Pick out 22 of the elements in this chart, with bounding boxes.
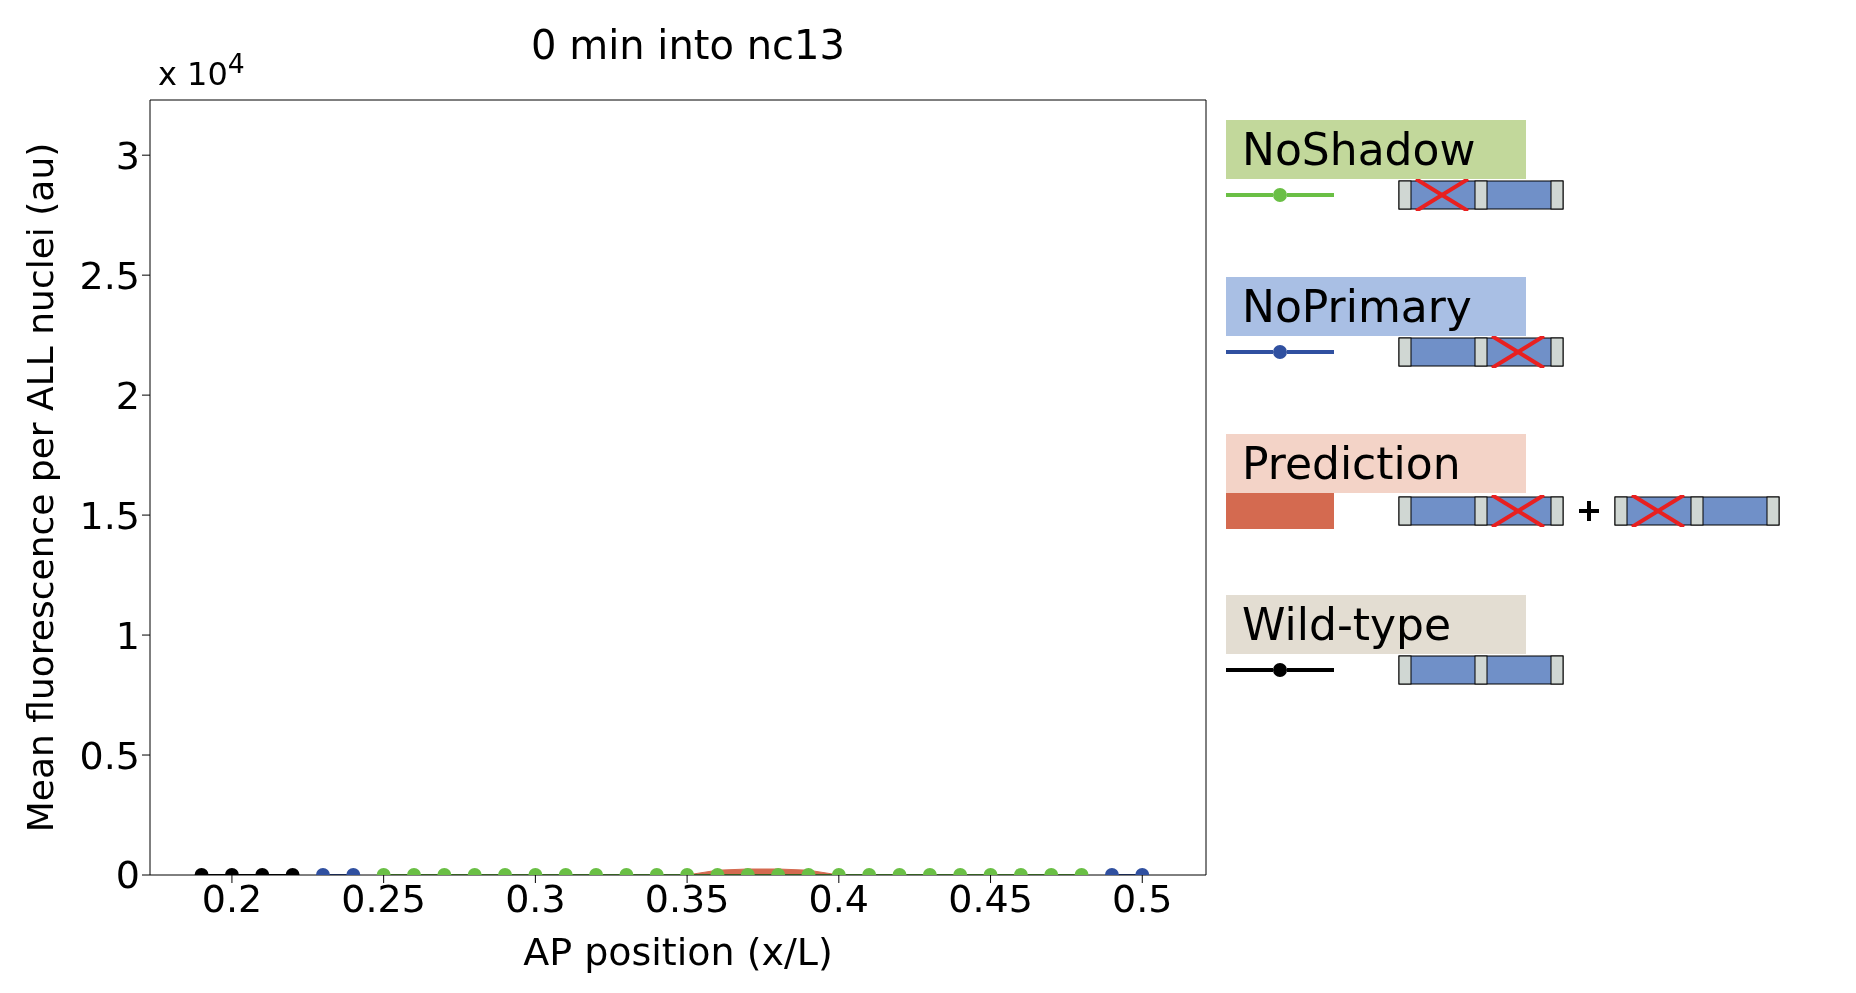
y-axis-title: Mean fluorescence per ALL nuclei (au) — [19, 142, 61, 833]
x-axis-title: AP position (x/L) — [523, 930, 833, 974]
text: NoPrimary — [1226, 277, 1526, 336]
y-tick-label: 1 — [115, 613, 140, 658]
x-tick-label: 0.25 — [341, 876, 426, 921]
y-tick-label: 3 — [115, 133, 140, 178]
y-tick-label: 2 — [115, 373, 140, 418]
x-tick-label: 0.45 — [948, 876, 1033, 921]
text: x 10$^{4}$ — [158, 48, 245, 93]
y-tick-label: 0 — [115, 853, 140, 898]
text: Wild-type — [1226, 595, 1526, 654]
x-tick-label: 0.4 — [808, 876, 870, 921]
x-tick-label: 0.5 — [1112, 876, 1173, 921]
y-tick-label: 1.5 — [79, 493, 140, 538]
x-tick-label: 0.2 — [201, 876, 263, 921]
x-tick-label: 0.3 — [505, 876, 566, 921]
text: Prediction — [1226, 434, 1526, 493]
text: NoShadow — [1226, 120, 1526, 179]
y-tick-label: 0.5 — [79, 733, 140, 778]
y-tick-label: 2.5 — [79, 253, 140, 298]
chart-title: 0 min into nc13 — [531, 22, 845, 68]
x-tick-label: 0.35 — [644, 876, 730, 921]
